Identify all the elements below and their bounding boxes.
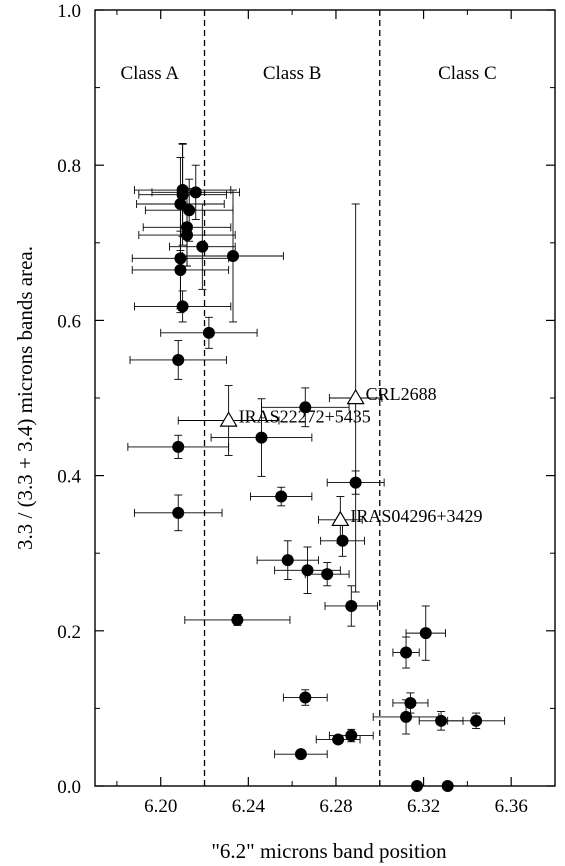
y-tick-label: 0.6 bbox=[57, 311, 81, 332]
x-axis-title: "6.2" microns band position bbox=[211, 839, 447, 863]
data-point bbox=[400, 646, 413, 659]
data-point bbox=[196, 240, 209, 253]
point-annotations: CRL2688 IRAS22272+5435 IRAS04296+3429 bbox=[239, 384, 483, 526]
class-labels: Class A Class B Class C bbox=[120, 63, 496, 84]
y-axis-title: 3.3 / (3.3 + 3.4) microns bands area. bbox=[13, 246, 37, 550]
data-point bbox=[281, 554, 294, 567]
plot-frame bbox=[94, 9, 556, 787]
data-point bbox=[411, 780, 423, 792]
point-annotation: IRAS04296+3429 bbox=[350, 506, 482, 526]
data-point bbox=[172, 353, 185, 366]
x-tick-label: 6.28 bbox=[319, 796, 352, 817]
x-tick-label: 6.32 bbox=[407, 796, 440, 817]
y-tick-label: 0.8 bbox=[57, 156, 81, 177]
data-point bbox=[349, 476, 362, 489]
class-label-3: Class C bbox=[438, 63, 497, 84]
data-point bbox=[275, 490, 288, 503]
x-tick-label: 6.20 bbox=[144, 796, 177, 817]
triangle-point bbox=[331, 510, 350, 527]
point-annotation: IRAS22272+5435 bbox=[239, 407, 371, 427]
data-point bbox=[183, 204, 196, 217]
y-tick-label: 1.0 bbox=[57, 1, 81, 22]
data-point bbox=[294, 748, 307, 761]
data-point bbox=[255, 431, 268, 444]
data-point bbox=[336, 534, 349, 547]
data-point bbox=[301, 564, 314, 577]
data-point bbox=[345, 729, 358, 742]
y-tick-label: 0.4 bbox=[57, 467, 81, 488]
data-point bbox=[299, 401, 312, 414]
data-point bbox=[470, 714, 483, 727]
x-tick-label: 6.36 bbox=[495, 796, 528, 817]
data-point bbox=[174, 263, 187, 276]
data-point bbox=[174, 198, 187, 210]
triangle-point bbox=[219, 411, 238, 427]
y-tick-label: 0.0 bbox=[57, 777, 81, 798]
y-tick-label: 0.2 bbox=[57, 622, 81, 643]
data-point bbox=[332, 733, 345, 746]
class-label-2: Class B bbox=[263, 63, 322, 84]
data-point bbox=[227, 249, 239, 262]
data-points bbox=[172, 184, 483, 792]
class-label-1: Class A bbox=[120, 63, 179, 84]
x-tick-label: 6.24 bbox=[232, 796, 266, 817]
data-point bbox=[321, 568, 334, 581]
data-point bbox=[172, 440, 185, 453]
point-annotation: CRL2688 bbox=[366, 384, 437, 404]
data-point bbox=[231, 613, 244, 626]
triangle-point bbox=[346, 388, 365, 405]
data-point bbox=[435, 714, 448, 727]
data-point bbox=[345, 599, 358, 612]
data-point bbox=[176, 300, 189, 313]
data-point bbox=[202, 326, 215, 339]
data-point bbox=[176, 188, 189, 201]
data-point bbox=[172, 506, 185, 519]
data-point bbox=[400, 710, 413, 723]
data-point bbox=[299, 691, 312, 704]
data-point bbox=[189, 186, 202, 199]
data-point bbox=[174, 252, 187, 265]
data-point bbox=[181, 229, 193, 242]
data-point bbox=[404, 696, 417, 709]
data-point bbox=[441, 780, 454, 792]
axis-ticks: 6.20 6.24 6.28 6.32 6.36 0.0 0.2 0.4 0.6 0.8 1.0 bbox=[57, 1, 556, 817]
data-point bbox=[419, 627, 432, 640]
plot-border bbox=[94, 9, 556, 787]
